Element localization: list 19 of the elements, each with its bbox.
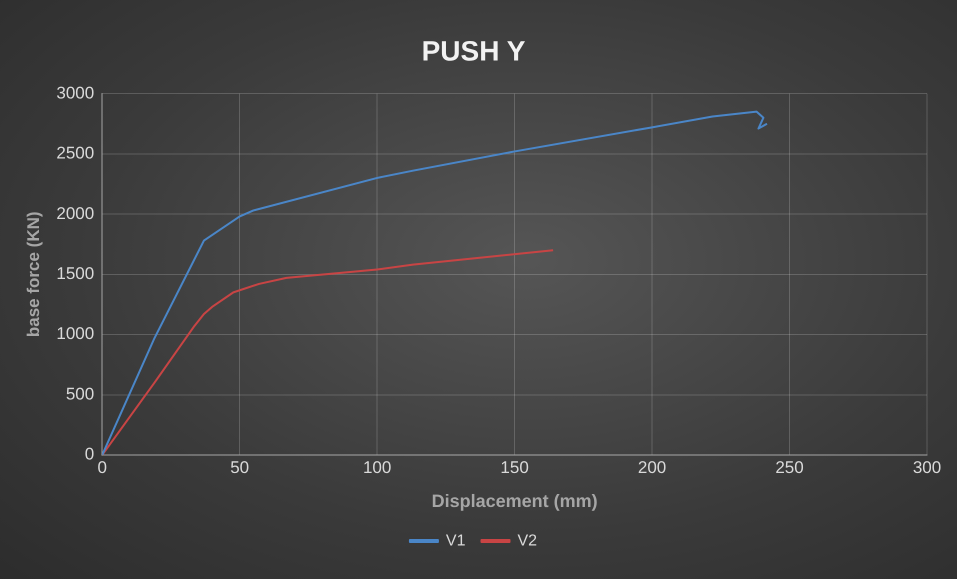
y-tick-label: 1000 <box>56 324 94 344</box>
legend-label: V2 <box>518 532 538 550</box>
legend-label: V1 <box>446 532 466 550</box>
x-tick-label: 50 <box>230 458 250 477</box>
y-tick-label: 0 <box>84 444 94 464</box>
x-tick-label: 100 <box>362 458 392 477</box>
y-tick-label: 1500 <box>56 264 94 283</box>
y-tick-label: 2500 <box>56 144 94 163</box>
x-tick-label: 300 <box>912 458 942 477</box>
x-tick-label: 0 <box>97 458 107 477</box>
y-tick-label: 2000 <box>56 204 94 223</box>
y-tick-label: 500 <box>66 384 94 404</box>
x-tick-label: 250 <box>775 458 804 477</box>
y-tick-label: 3000 <box>56 83 94 102</box>
x-axis-title: Displacement (mm) <box>432 491 598 512</box>
chart-title: PUSH Y <box>422 36 526 67</box>
x-tick-label: 200 <box>638 458 666 477</box>
y-axis-title: base force (KN) <box>24 211 43 338</box>
x-tick-label: 150 <box>500 458 529 477</box>
